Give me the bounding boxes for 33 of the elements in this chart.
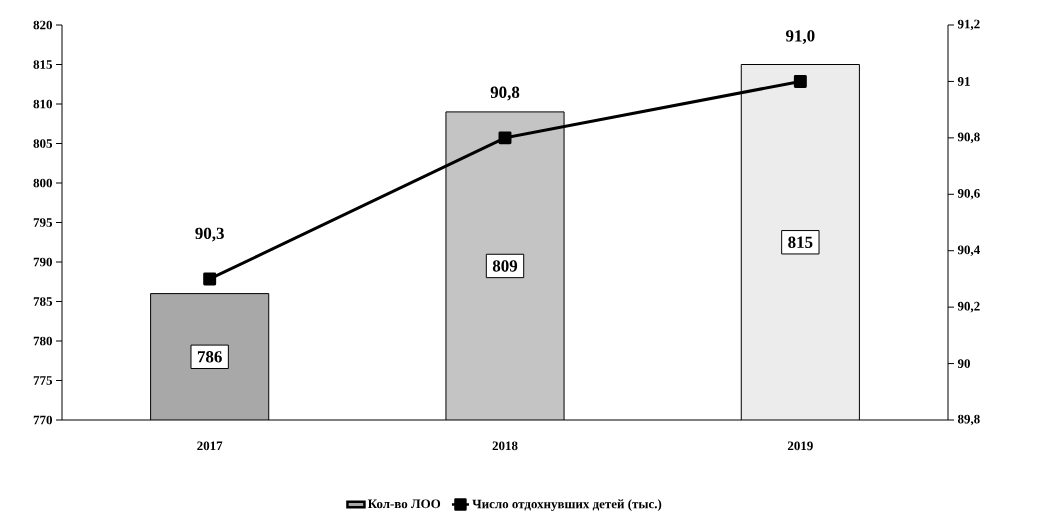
data-label: 90,8 — [490, 86, 520, 101]
x-tick-label: 2017 — [197, 441, 223, 451]
y-tick-label: 805 — [33, 139, 53, 148]
data-label: 809 — [492, 260, 518, 272]
y2-tick-label: 90,6 — [957, 188, 980, 200]
data-label: 91,0 — [785, 30, 815, 45]
y-tick-label: 780 — [33, 336, 53, 346]
data-label: 90,3 — [195, 227, 224, 242]
y-tick-label: 820 — [33, 20, 53, 30]
legend-label: Кол-во ЛОО — [367, 499, 441, 509]
y2-tick-label: 90,2 — [957, 301, 980, 313]
x-tick-label: 2019 — [787, 441, 813, 451]
y-tick-label: 810 — [33, 99, 53, 109]
y2-tick-label: 91,2 — [957, 19, 980, 31]
x-tick-label: 2018 — [492, 441, 518, 451]
y-tick-label: 775 — [33, 376, 53, 385]
legend-label: Число отдохнувших детей (тыс.) — [472, 499, 662, 512]
y2-tick-label: 90 — [957, 359, 970, 368]
data-label: 815 — [788, 236, 813, 248]
y-tick-label: 795 — [33, 218, 53, 227]
y-tick-label: 770 — [33, 415, 53, 425]
y2-tick-label: 90,8 — [957, 132, 980, 144]
y2-tick-label: 90,4 — [957, 245, 980, 257]
y2-tick-label: 89,8 — [957, 414, 980, 426]
y2-tick-label: 91 — [957, 77, 970, 86]
point — [793, 74, 807, 88]
data-label: 786 — [197, 351, 222, 363]
y-tick-label: 800 — [33, 178, 53, 188]
y-tick-label: 785 — [33, 297, 53, 306]
point — [203, 272, 217, 286]
point — [498, 131, 512, 145]
y-tick-label: 815 — [33, 60, 53, 69]
y-tick-label: 790 — [33, 257, 53, 267]
